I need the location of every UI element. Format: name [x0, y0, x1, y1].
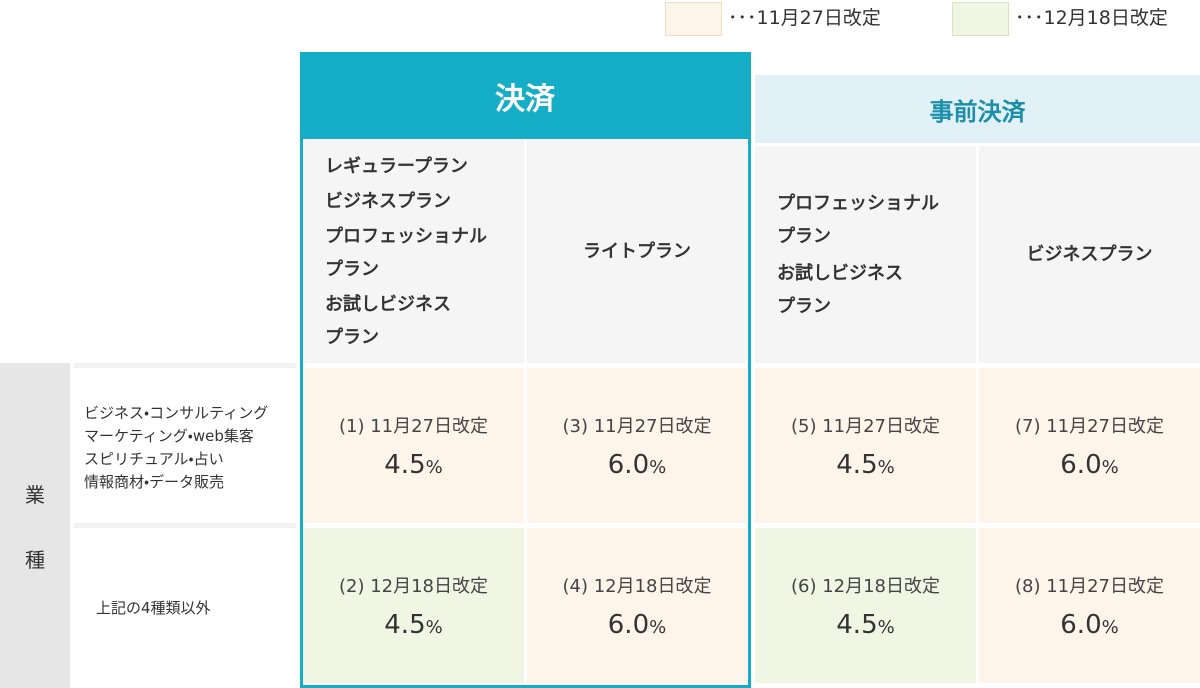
plan-header: レギュラープラン ビジネスプラン プロフェッショナル プラン お試しビジネス プラン [303, 140, 524, 363]
rate-value: 6.0 [1060, 609, 1102, 640]
legend-swatch [952, 2, 1009, 36]
rate-cell: (4) 12月18日改定 6.0% [527, 528, 747, 683]
row-header: 業種 [0, 363, 70, 688]
rate-unit: % [649, 616, 667, 638]
group-header: 事前決済 [755, 75, 1200, 143]
rate: 4.5% [384, 610, 442, 640]
rate-unit: % [425, 456, 443, 478]
plan-item: プロフェッショナル プラン [325, 220, 487, 286]
rate-value: 6.0 [1060, 449, 1102, 480]
revision-label: (8) 11月27日改定 [1014, 575, 1165, 597]
row-label-line: 上記の4種類以外 [96, 598, 211, 617]
rate-value: 6.0 [607, 449, 650, 480]
rate-cell: (3) 11月27日改定 6.0% [527, 368, 747, 523]
rate: 6.0% [1060, 610, 1118, 640]
rate: 4.5% [836, 450, 894, 480]
rate: 6.0% [608, 610, 666, 640]
plan-item: ビジネスプラン [325, 185, 451, 218]
rate: 6.0% [1060, 450, 1118, 480]
plan-line: ビジネスプラン [1026, 244, 1153, 265]
rate-unit: % [877, 616, 895, 638]
revision-label: (2) 12月18日改定 [338, 575, 489, 597]
rate: 4.5% [384, 450, 442, 480]
row-header-char: 種 [25, 547, 45, 572]
rate-value: 4.5 [836, 609, 878, 640]
plan-line: プラン [325, 258, 379, 280]
legend-text: ･･･11月27日改定 [728, 7, 881, 29]
revision-label: (1) 11月27日改定 [338, 415, 489, 437]
rate-cell: (2) 12月18日改定 4.5% [303, 528, 524, 683]
plan-item: ライトプラン [583, 235, 691, 268]
plan-line: お試しビジネス [777, 262, 903, 284]
plan-line: プラン [777, 295, 831, 317]
legend-text: ･･･12月18日改定 [1015, 7, 1168, 29]
plan-header: プロフェッショナル プラン お試しビジネス プラン [755, 146, 976, 363]
row-label: ビジネス・コンサルティング マーケティング・web集客 スピリチュアル・占い 情報商材… [74, 363, 296, 528]
revision-label: (3) 11月27日改定 [562, 415, 712, 437]
plan-line: プラン [777, 225, 831, 247]
plan-item: レギュラープラン [325, 150, 468, 183]
row-label-line: ビジネス・コンサルティング [84, 404, 269, 422]
revision-label: (5) 11月27日改定 [790, 415, 941, 437]
plan-line: プロフェッショナル [777, 192, 939, 214]
plan-line: お試しビジネス [325, 293, 451, 315]
rate-cell: (6) 12月18日改定 4.5% [755, 528, 976, 683]
plan-line: プラン [325, 326, 379, 348]
plan-item: プロフェッショナル プラン [777, 187, 939, 253]
plan-line: プロフェッショナル [325, 225, 487, 247]
row-label-line: スピリチュアル・占い [84, 450, 224, 468]
rate-cell: (7) 11月27日改定 6.0% [979, 368, 1200, 523]
rate-cell: (8) 11月27日改定 6.0% [979, 528, 1200, 683]
revision-label: (6) 12月18日改定 [790, 575, 941, 597]
plan-line: ビジネスプラン [325, 190, 451, 212]
plan-header: ビジネスプラン [979, 146, 1200, 363]
legend-swatch [665, 2, 722, 36]
revision-label: (4) 12月18日改定 [562, 575, 712, 597]
plan-item: ビジネスプラン [1027, 238, 1153, 271]
rate-value: 4.5 [384, 609, 426, 640]
rate-value: 6.0 [607, 609, 650, 640]
rate-cell: (5) 11月27日改定 4.5% [755, 368, 976, 523]
rate-value: 4.5 [384, 449, 426, 480]
rate-unit: % [649, 456, 667, 478]
rate-cell: (1) 11月27日改定 4.5% [303, 368, 524, 523]
plan-header: ライトプラン [527, 140, 747, 363]
row-label-line: 情報商材・データ販売 [84, 473, 225, 491]
rate: 4.5% [836, 610, 894, 640]
rate-unit: % [877, 456, 895, 478]
plan-line: レギュラープラン [325, 155, 468, 177]
row-header-char: 業 [25, 482, 45, 507]
plan-item: お試しビジネス プラン [325, 288, 451, 354]
group-header: 決済 [300, 52, 750, 139]
plan-item: お試しビジネス プラン [777, 257, 903, 323]
plan-line: ライトプラン [583, 241, 691, 262]
revision-label: (7) 11月27日改定 [1014, 415, 1165, 437]
rate: 6.0% [608, 450, 666, 480]
rate-unit: % [1101, 616, 1119, 638]
rate-unit: % [1101, 456, 1119, 478]
row-label-line: マーケティング・web集客 [84, 427, 254, 445]
row-label: 上記の4種類以外 [74, 523, 296, 688]
rate-value: 4.5 [836, 449, 878, 480]
rate-unit: % [425, 616, 443, 638]
